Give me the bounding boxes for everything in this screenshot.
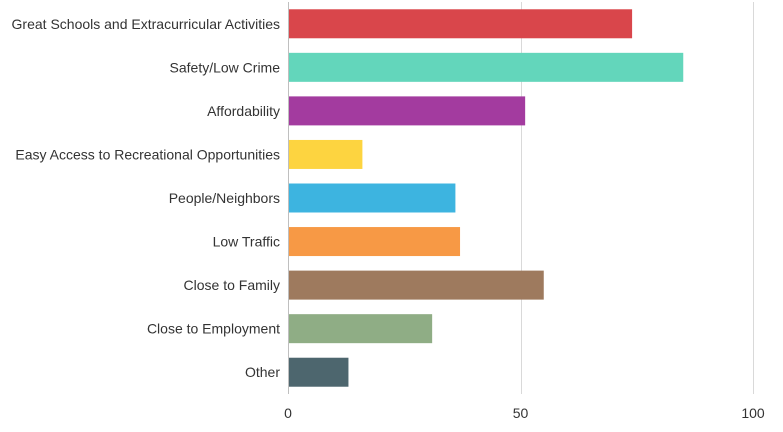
category-label: Close to Family: [184, 277, 280, 293]
category-label: Low Traffic: [213, 234, 280, 250]
category-label: People/Neighbors: [169, 190, 280, 206]
bars: [289, 9, 684, 387]
x-tick-label: 0: [284, 405, 292, 421]
category-label: Easy Access to Recreational Opportunitie…: [15, 146, 280, 162]
bar[interactable]: [289, 9, 633, 39]
x-tick-label: 50: [513, 405, 529, 421]
category-label: Great Schools and Extracurricular Activi…: [12, 16, 280, 32]
bar[interactable]: [289, 183, 456, 213]
category-label: Other: [245, 364, 280, 380]
x-tick-label: 100: [741, 405, 765, 421]
bar[interactable]: [289, 139, 363, 169]
bar[interactable]: [289, 227, 461, 257]
bar[interactable]: [289, 314, 433, 344]
bar[interactable]: [289, 357, 349, 387]
bar[interactable]: [289, 52, 684, 82]
category-labels: Great Schools and Extracurricular Activi…: [12, 16, 281, 380]
bar[interactable]: [289, 270, 544, 300]
category-label: Affordability: [207, 103, 280, 119]
category-label: Close to Employment: [147, 321, 280, 337]
category-label: Safety/Low Crime: [170, 59, 281, 75]
x-axis-tick-labels: 0 50 100: [284, 405, 765, 421]
bar[interactable]: [289, 96, 526, 126]
